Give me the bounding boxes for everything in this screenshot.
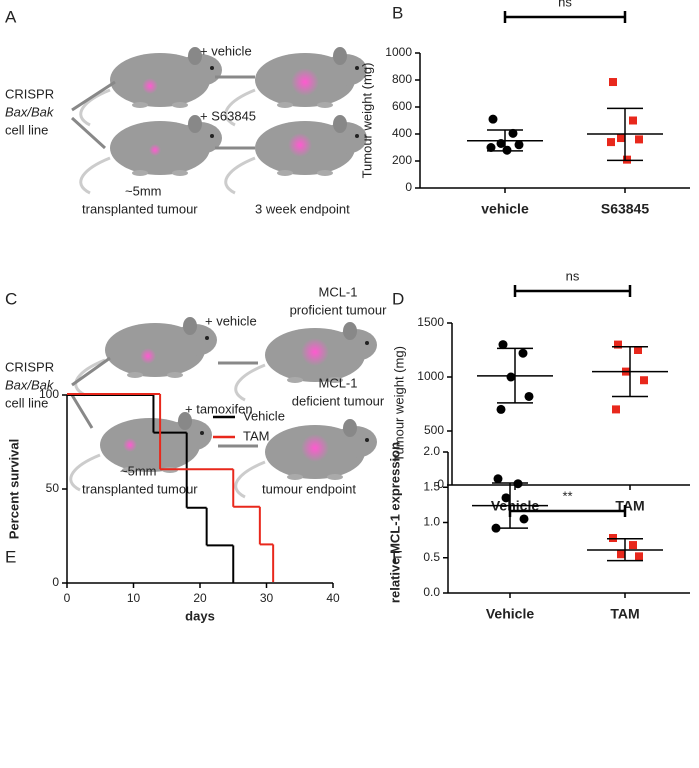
y-tick-label: 1000 (417, 369, 444, 383)
y-tick-label: 0 (437, 477, 444, 491)
point (518, 348, 528, 358)
label: 3 week endpoint (255, 201, 350, 216)
label: cell line (5, 395, 48, 410)
y-tick-label: 0 (52, 575, 59, 589)
point (498, 340, 508, 350)
y-axis-title: Tumour weight (mg) (359, 63, 374, 179)
point (514, 140, 524, 150)
label: MCL-1 (318, 284, 357, 299)
point (609, 78, 617, 87)
x-tick-label: TAM (610, 606, 639, 622)
significance-bracket (508, 505, 627, 517)
y-tick-label: 1.0 (423, 515, 440, 529)
significance-bracket (513, 285, 632, 297)
point (508, 128, 518, 138)
x-axis-title: days (185, 608, 215, 623)
y-axis-title: relative MCL-1 expression (387, 442, 402, 603)
label: proficient tumour (290, 302, 387, 317)
x-tick-label: 20 (193, 591, 207, 605)
annotation: ns (566, 268, 580, 283)
label: CRISPR (5, 86, 54, 101)
label: cell line (5, 122, 48, 137)
point (519, 514, 529, 524)
point (501, 493, 511, 503)
point (614, 340, 622, 349)
y-axis-title: Tumour weight (mg) (391, 346, 406, 462)
y-tick-label: 0.5 (423, 550, 440, 564)
y-tick-label: 600 (392, 99, 412, 113)
point (617, 134, 625, 143)
y-tick-label: 2.0 (423, 444, 440, 458)
label: Bax/Bak (5, 377, 55, 392)
label: ~5mm (125, 183, 161, 198)
y-tick-label: 200 (392, 153, 412, 167)
x-tick-label: TAM (615, 498, 644, 514)
diagram-a: A CRISPR Bax/Bak cell line + vehicle + S… (5, 7, 369, 216)
x-tick-label: S63845 (601, 201, 649, 217)
point (617, 550, 625, 559)
label: tumour endpoint (262, 481, 356, 496)
label: + vehicle (200, 43, 252, 58)
x-tick-label: 10 (127, 591, 141, 605)
label: MCL-1 (318, 375, 357, 390)
point (506, 372, 516, 382)
point (496, 404, 506, 414)
panel-letter: F (392, 547, 402, 566)
y-tick-label: 0.0 (423, 585, 440, 599)
annotation: ns (558, 0, 572, 9)
y-tick-label: 1500 (417, 315, 444, 329)
x-tick-label: vehicle (481, 201, 529, 217)
diagram-c: C CRISPR Bax/Bak cell line + vehicle + t… (5, 284, 387, 499)
point (612, 405, 620, 414)
point (493, 474, 503, 484)
label: transplanted tumour (82, 481, 198, 496)
y-tick-label: 800 (392, 72, 412, 86)
y-tick-label: 1000 (385, 45, 412, 59)
point (635, 135, 643, 144)
point (524, 391, 534, 401)
point (488, 114, 498, 124)
label: + tamoxifen (185, 401, 253, 416)
point (629, 541, 637, 550)
x-tick-label: 30 (260, 591, 274, 605)
annotation: ** (562, 488, 572, 503)
panel-letter: B (392, 3, 403, 22)
panel-letter: D (392, 289, 404, 308)
panel-letter: C (5, 289, 17, 308)
y-tick-label: 400 (392, 126, 412, 140)
point (634, 346, 642, 354)
y-tick-label: 50 (46, 481, 60, 495)
point (607, 138, 615, 147)
x-tick-label: 0 (64, 591, 71, 605)
y-tick-label: 500 (424, 423, 444, 437)
panel-letter: A (5, 7, 17, 26)
label: ~5mm (120, 463, 156, 478)
y-axis-title: Percent survival (6, 439, 21, 539)
x-tick-label: Vehicle (486, 606, 534, 622)
label: + vehicle (205, 313, 257, 328)
label: Bax/Bak (5, 104, 55, 119)
panel-letter: E (5, 547, 16, 566)
label: CRISPR (5, 359, 54, 374)
label: + S63845 (200, 108, 256, 123)
y-tick-label: 100 (39, 387, 59, 401)
label: transplanted tumour (82, 201, 198, 216)
significance-bracket (503, 11, 627, 23)
point (640, 376, 648, 385)
label: deficient tumour (292, 393, 385, 408)
y-tick-label: 0 (405, 180, 412, 194)
legend-label: Vehicle (243, 408, 285, 423)
x-tick-label: 40 (326, 591, 340, 605)
y-tick-label: 1.5 (423, 479, 440, 493)
point (486, 143, 496, 152)
legend-label: TAM (243, 428, 269, 443)
point (635, 552, 643, 561)
point (629, 116, 637, 125)
